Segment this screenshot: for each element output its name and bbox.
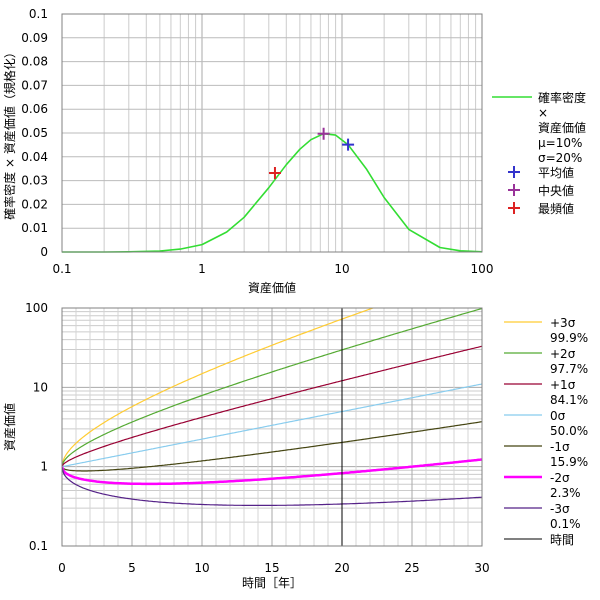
asset-curve: [62, 345, 482, 467]
x-tick-label: 15: [264, 561, 279, 575]
density-x-axis-label: 資産価値: [248, 280, 296, 295]
asset-series: [62, 308, 482, 546]
legend-label: -3σ: [550, 502, 570, 516]
y-tick-label: 10: [33, 380, 48, 394]
legend-label: +3σ: [550, 316, 576, 330]
y-tick-label: 1: [40, 460, 48, 474]
asset-y-axis-label: 資産価値: [2, 403, 17, 451]
asset-x-axis-label: 時間［年］: [242, 576, 302, 590]
point-marker: [342, 138, 355, 151]
point-marker: [268, 166, 281, 179]
y-tick-label: 0.03: [21, 174, 48, 188]
y-tick-label: 0.1: [29, 539, 48, 553]
y-tick-label: 0.06: [21, 102, 48, 116]
legend-percent: 15.9%: [550, 455, 588, 469]
density-tick-labels: 0 0.01 0.02 0.03 0.04 0.05 0.06 0.07 0.08 0.09 0.1…: [21, 7, 493, 276]
legend-label: 0σ: [550, 409, 566, 423]
point-marker: [317, 127, 330, 140]
asset-curve: [62, 383, 482, 468]
legend-percent: 50.0%: [550, 424, 588, 438]
legend-label: ×: [538, 106, 548, 120]
legend-percent: 84.1%: [550, 393, 588, 407]
legend-percent: 99.9%: [550, 331, 588, 345]
x-tick-label: 0.1: [52, 262, 71, 276]
legend-label: σ=20%: [538, 151, 582, 165]
asset-curve: [62, 421, 482, 472]
y-tick-label: 100: [25, 301, 48, 315]
legend-percent: 0.1%: [550, 517, 581, 531]
asset-curve: [62, 308, 375, 467]
legend-label: -2σ: [550, 471, 570, 485]
x-tick-label: 10: [334, 262, 349, 276]
density-chart: 0 0.01 0.02 0.03 0.04 0.05 0.06 0.07 0.08 0.09 0.1…: [2, 7, 586, 295]
x-tick-label: 5: [128, 561, 136, 575]
legend-label: +2σ: [550, 347, 576, 361]
y-tick-label: 0.02: [21, 197, 48, 211]
y-tick-label: 0.1: [29, 7, 48, 21]
legend-label: 資産価値: [538, 120, 586, 135]
y-tick-label: 0.07: [21, 78, 48, 92]
x-tick-label: 20: [334, 561, 349, 575]
legend-percent: 2.3%: [550, 486, 581, 500]
density-curve: [62, 132, 483, 253]
legend-label: 最頻値: [538, 201, 574, 216]
legend-label: 確率密度: [538, 90, 586, 105]
legend-marker: [508, 184, 520, 196]
y-tick-label: 0: [40, 245, 48, 259]
legend-label: 時間: [550, 533, 574, 547]
density-series: [62, 132, 483, 253]
y-tick-label: 0.04: [21, 150, 48, 164]
y-tick-label: 0.08: [21, 55, 48, 69]
x-tick-label: 100: [471, 262, 494, 276]
x-tick-label: 30: [474, 561, 489, 575]
legend-label: +1σ: [550, 378, 576, 392]
asset-curve: [62, 466, 482, 506]
legend-label: -1σ: [550, 440, 570, 454]
asset-series-clip: [62, 308, 482, 546]
asset-curve: [62, 458, 482, 486]
x-tick-label: 10: [194, 561, 209, 575]
legend-label: 平均値: [538, 165, 574, 180]
legend-marker: [508, 166, 520, 178]
x-tick-label: 25: [404, 561, 419, 575]
y-tick-label: 0.01: [21, 221, 48, 235]
legend-marker: [508, 202, 520, 214]
x-tick-label: 0: [58, 561, 66, 575]
y-tick-label: 0.05: [21, 126, 48, 140]
asset-curve: [62, 308, 482, 467]
density-y-axis-label: 確率密度 × 資産価値（規格化）: [2, 46, 17, 220]
legend-percent: 97.7%: [550, 362, 588, 376]
density-frame: [61, 13, 483, 253]
asset-frame: [61, 307, 483, 547]
legend-label: μ=10%: [538, 136, 582, 150]
density-grid: [62, 13, 482, 253]
x-tick-label: 1: [198, 262, 206, 276]
legend-label: 中央値: [538, 183, 574, 198]
y-tick-label: 0.09: [21, 31, 48, 45]
asset-tick-labels: 0.1 1 10 100 0 5 10 15 20 25 30: [25, 301, 490, 575]
density-points: [268, 127, 355, 179]
asset-chart: 0.1 1 10 100 0 5 10 15 20 25 30 時間［年］ 資産価値 +3σ99.9…: [2, 301, 588, 590]
